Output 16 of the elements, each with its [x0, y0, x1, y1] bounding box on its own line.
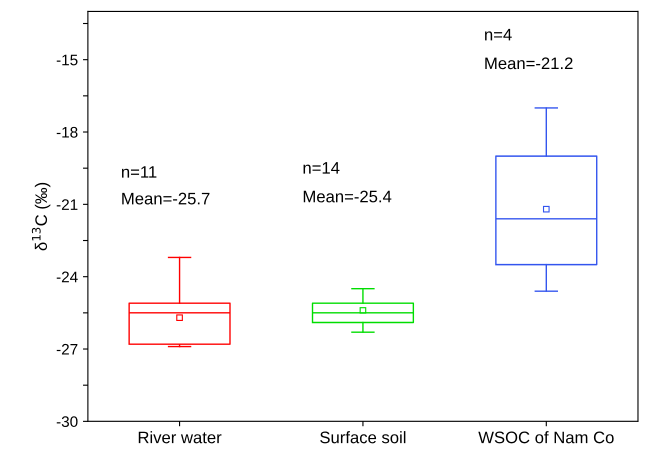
y-tick-label: -18 — [56, 126, 78, 138]
x-tick-label: River water — [138, 431, 222, 444]
y-axis-title: δ$^{13}$C (‰) — [32, 182, 50, 250]
y-tick-label: -30 — [56, 416, 78, 428]
annotation: n=4 — [485, 28, 512, 40]
annotation: Mean=-25.4 — [304, 190, 392, 202]
y-tick-label: -15 — [56, 54, 78, 66]
annotation: Mean=-25.7 — [122, 192, 210, 204]
annotation: Mean=-21.2 — [485, 57, 573, 70]
x-tick-label: WSOC of Nam Co — [478, 431, 614, 444]
y-tick-label: -27 — [56, 344, 78, 355]
x-tick-label: Surface soil — [320, 431, 406, 444]
annotation: n=14 — [304, 162, 340, 174]
y-tick-label: -24 — [56, 272, 78, 282]
y-tick-label: -21 — [56, 199, 78, 210]
annotation: n=11 — [122, 166, 156, 178]
